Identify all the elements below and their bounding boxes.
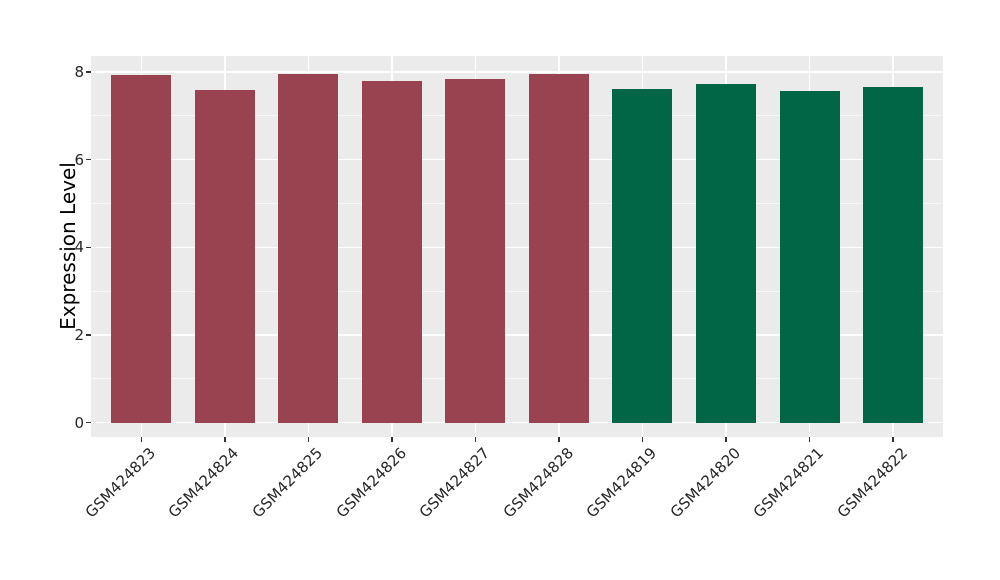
gridline-major xyxy=(91,158,943,161)
y-tick-label: 6 xyxy=(74,150,84,169)
y-tick-mark xyxy=(85,422,91,424)
y-tick-mark xyxy=(85,334,91,336)
plot-panel xyxy=(91,56,943,437)
y-tick-label: 4 xyxy=(74,238,84,257)
x-tick-mark xyxy=(641,437,644,442)
x-tick-label-GSM424822: GSM424822 xyxy=(833,444,911,522)
x-tick-label-GSM424820: GSM424820 xyxy=(666,444,744,522)
gridline-major xyxy=(91,421,943,424)
x-tick-mark xyxy=(558,437,560,442)
x-tick-mark xyxy=(725,437,727,442)
x-tick-mark xyxy=(474,437,477,442)
x-tick-label-GSM424819: GSM424819 xyxy=(582,444,661,522)
bar-GSM424827 xyxy=(445,78,506,423)
gridline-minor xyxy=(91,203,943,204)
y-tick-label: 8 xyxy=(74,62,84,81)
y-tick-mark xyxy=(85,246,91,249)
bar-GSM424826 xyxy=(361,80,422,423)
x-tick-mark xyxy=(391,437,393,442)
bar-GSM424821 xyxy=(779,90,840,423)
y-tick-mark xyxy=(85,158,91,161)
y-tick-label: 2 xyxy=(74,326,84,345)
x-tick-mark xyxy=(307,437,310,442)
gridline-minor xyxy=(91,290,943,292)
x-tick-label-GSM424827: GSM424827 xyxy=(415,444,494,522)
x-tick-label-GSM424825: GSM424825 xyxy=(248,444,327,522)
x-tick-label-GSM424826: GSM424826 xyxy=(332,444,410,522)
gridline-major xyxy=(91,334,943,336)
gridline-major xyxy=(91,71,943,73)
gridline-minor xyxy=(91,115,943,117)
bar-GSM424824 xyxy=(194,89,255,423)
gridline-minor xyxy=(91,378,943,380)
bar-GSM424825 xyxy=(278,74,339,423)
bar-GSM424822 xyxy=(863,86,924,423)
x-tick-mark xyxy=(140,437,142,442)
x-tick-label-GSM424821: GSM424821 xyxy=(749,444,828,522)
gridline-major xyxy=(91,246,943,249)
x-tick-mark xyxy=(808,437,811,442)
bar-GSM424820 xyxy=(696,83,756,423)
bar-GSM424828 xyxy=(528,73,589,423)
x-tick-mark xyxy=(224,437,226,442)
x-tick-mark xyxy=(892,437,894,442)
x-tick-label-GSM424824: GSM424824 xyxy=(165,444,243,522)
y-tick-label: 0 xyxy=(74,413,84,432)
x-tick-label-GSM424828: GSM424828 xyxy=(499,444,577,522)
bar-GSM424819 xyxy=(612,88,673,423)
bar-GSM424823 xyxy=(111,75,172,423)
y-tick-mark xyxy=(85,71,91,73)
x-tick-label-GSM424823: GSM424823 xyxy=(81,444,160,522)
